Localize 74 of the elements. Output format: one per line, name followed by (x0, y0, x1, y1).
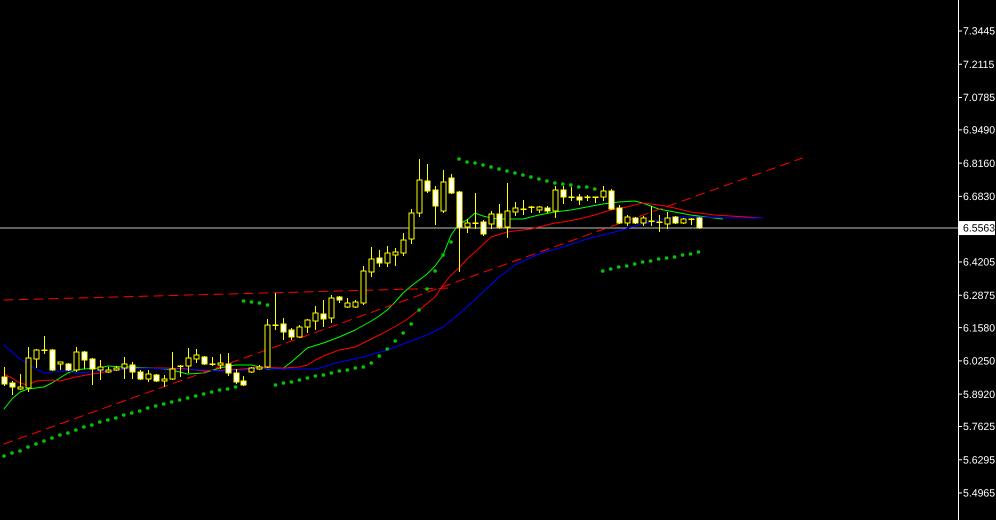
candlestick (432, 186, 438, 226)
candlestick (226, 352, 232, 376)
candlestick (178, 364, 184, 378)
candlestick (304, 318, 310, 334)
y-tick-label: 5.7625 (963, 421, 996, 434)
candlestick (664, 212, 670, 230)
candlestick (384, 246, 390, 268)
candlestick (138, 370, 144, 380)
candlestick (90, 358, 96, 386)
candlestick (288, 328, 294, 340)
candlestick (98, 360, 104, 380)
candlestick (448, 174, 454, 194)
y-tick-label: 5.8920 (963, 388, 996, 401)
candlestick (296, 324, 302, 338)
candlestick (472, 192, 478, 230)
candlestick (280, 318, 286, 340)
candlestick (122, 356, 128, 380)
candlestick (624, 214, 630, 226)
y-tick-label: 6.0250 (963, 356, 996, 368)
candlestick (2, 366, 8, 386)
candlestick (496, 204, 502, 230)
candlestick (424, 164, 430, 194)
candlestick (696, 216, 702, 230)
candlestick (42, 336, 48, 354)
candlestick (320, 300, 326, 328)
candlestick (552, 186, 558, 218)
y-tick-label: 6.2875 (963, 290, 996, 302)
candlestick (312, 306, 318, 330)
candlestick (218, 354, 224, 370)
candlestick (520, 200, 526, 216)
candlestick (272, 292, 278, 330)
candlestick (616, 204, 622, 224)
y-tick-label: 7.2115 (963, 58, 994, 71)
candlestick (194, 348, 200, 364)
y-tick-label: 6.4205 (963, 256, 996, 269)
y-tick-label: 7.0785 (963, 92, 996, 104)
candlestick (512, 202, 518, 216)
candlestick (392, 248, 398, 266)
y-tick-label: 5.4965 (963, 488, 996, 500)
y-tick-label: 6.9490 (963, 124, 996, 137)
candlestick (488, 210, 494, 230)
y-tick-label: 5.6295 (963, 454, 996, 466)
candlestick (50, 348, 56, 372)
candlestick (344, 298, 350, 308)
y-tick-label: 7.3445 (963, 26, 996, 38)
y-tick-label: 6.8160 (963, 158, 996, 170)
candlestick (368, 246, 374, 278)
candlestick (648, 206, 654, 226)
y-tick-label: 6.1580 (963, 322, 996, 334)
candlestick (18, 374, 24, 390)
candlestick (568, 186, 574, 202)
candlestick (146, 370, 152, 382)
candlestick (400, 232, 406, 256)
candlestick (34, 348, 40, 368)
candlestick (560, 186, 566, 204)
candlestick (576, 194, 582, 206)
candlestick (130, 362, 136, 380)
candlestick (480, 220, 486, 236)
candlestick (640, 216, 646, 226)
candlestick (656, 214, 662, 232)
candlestick (82, 350, 88, 370)
candlestick (170, 352, 176, 380)
candlestick (74, 346, 80, 372)
candlestick (376, 250, 382, 268)
candlestick (186, 348, 192, 374)
ref-line-label: 6.5563 (963, 222, 996, 235)
candlestick (504, 182, 510, 238)
y-tick-label: 6.6830 (963, 191, 996, 204)
candlestick (10, 380, 16, 396)
candlestick (328, 294, 334, 324)
candlestick (162, 374, 168, 388)
candlestick (464, 218, 470, 234)
candlestick (608, 188, 614, 210)
candlestick (600, 186, 606, 202)
